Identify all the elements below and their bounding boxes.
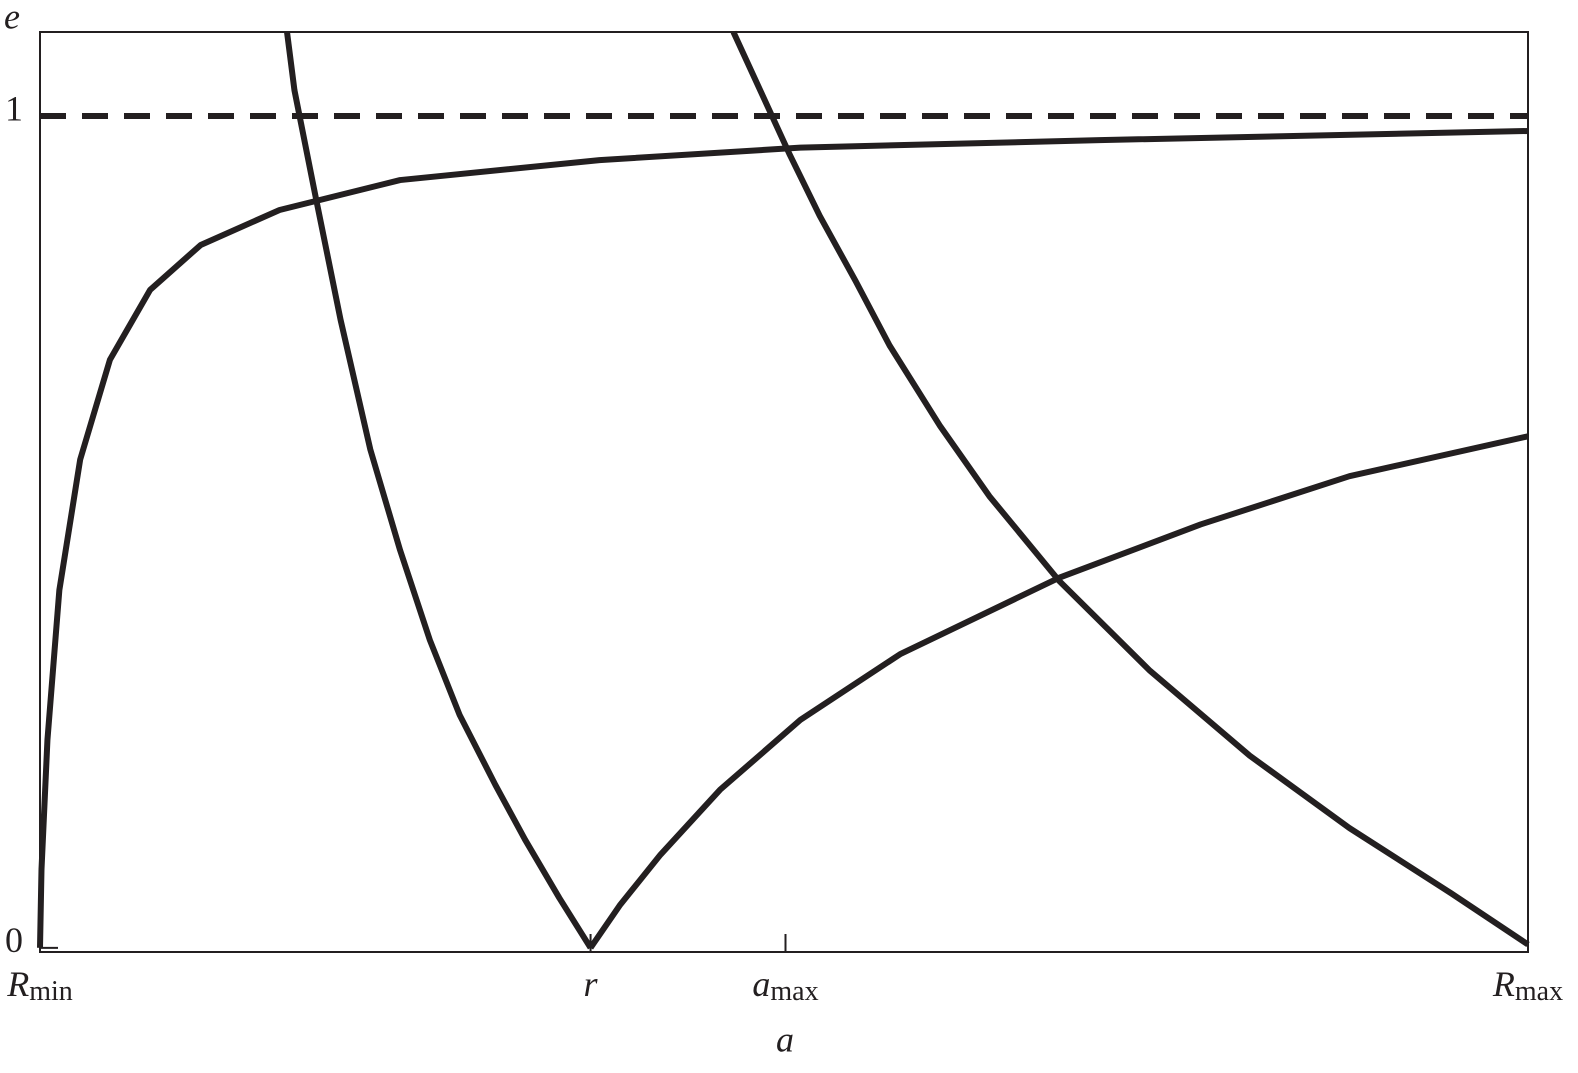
y-axis-label: e bbox=[4, 0, 20, 36]
line-series bbox=[588, 433, 1529, 950]
x-tick-label-main: R bbox=[6, 964, 29, 1004]
y-tick-label: 1 bbox=[5, 88, 23, 128]
x-tick-label-sub: max bbox=[1515, 976, 1563, 1007]
x-tick-label-sub: min bbox=[29, 976, 73, 1007]
x-tick-label: r bbox=[584, 964, 599, 1004]
x-tick-label-main: r bbox=[584, 964, 599, 1004]
x-tick-label: amax bbox=[752, 964, 818, 1007]
line-series bbox=[284, 31, 594, 950]
x-tick-label: Rmax bbox=[1492, 964, 1563, 1007]
line-series bbox=[730, 30, 1530, 948]
y-tick-label: 0 bbox=[5, 920, 23, 960]
plot-frame bbox=[39, 31, 1529, 953]
x-tick-label-main: R bbox=[1492, 964, 1515, 1004]
x-axis-label: a bbox=[776, 1019, 794, 1059]
x-tick-label-main: a bbox=[752, 964, 770, 1004]
x-tick-label-sub: max bbox=[770, 976, 818, 1007]
line-series bbox=[37, 127, 1529, 948]
x-tick-label: Rmin bbox=[6, 964, 73, 1007]
